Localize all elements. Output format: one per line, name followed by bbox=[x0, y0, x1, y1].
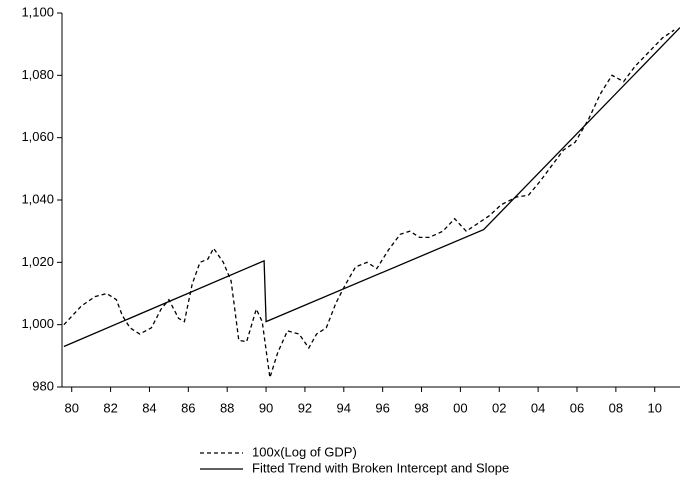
line bbox=[63, 29, 675, 378]
x-tick-label: 82 bbox=[103, 400, 117, 415]
x-tick-label: 08 bbox=[609, 400, 623, 415]
x-tick-label: 80 bbox=[64, 400, 78, 415]
x-tick-label: 90 bbox=[259, 400, 273, 415]
legend-label: 100x(Log of GDP) bbox=[252, 444, 357, 459]
x-tick-label: 96 bbox=[375, 400, 389, 415]
y-tick-label: 1,020 bbox=[21, 254, 54, 269]
legend-label: Fitted Trend with Broken Intercept and S… bbox=[252, 460, 509, 475]
y-tick-label: 1,080 bbox=[21, 67, 54, 82]
y-tick-label: 1,100 bbox=[21, 4, 54, 19]
x-tick-label: 04 bbox=[531, 400, 545, 415]
x-tick-label: 94 bbox=[337, 400, 351, 415]
line bbox=[63, 27, 680, 348]
x-tick-label: 10 bbox=[648, 400, 662, 415]
x-tick-label: 00 bbox=[453, 400, 467, 415]
x-tick-label: 86 bbox=[181, 400, 195, 415]
x-tick-label: 84 bbox=[142, 400, 156, 415]
y-tick-label: 1,060 bbox=[21, 129, 54, 144]
y-tick-label: 980 bbox=[32, 378, 54, 393]
x-tick-label: 88 bbox=[220, 400, 234, 415]
x-tick-label: 02 bbox=[492, 400, 506, 415]
y-tick-label: 1,000 bbox=[21, 316, 54, 331]
x-tick-label: 06 bbox=[570, 400, 584, 415]
x-tick-label: 98 bbox=[414, 400, 428, 415]
y-tick-label: 1,040 bbox=[21, 191, 54, 206]
x-tick-label: 92 bbox=[298, 400, 312, 415]
